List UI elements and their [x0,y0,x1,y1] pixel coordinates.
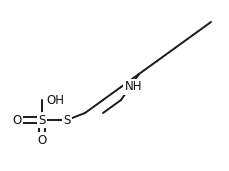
Text: S: S [63,114,70,127]
Text: O: O [12,114,22,127]
Text: O: O [37,134,46,147]
Text: S: S [38,114,46,127]
Text: NH: NH [124,81,142,94]
Text: OH: OH [46,94,64,107]
